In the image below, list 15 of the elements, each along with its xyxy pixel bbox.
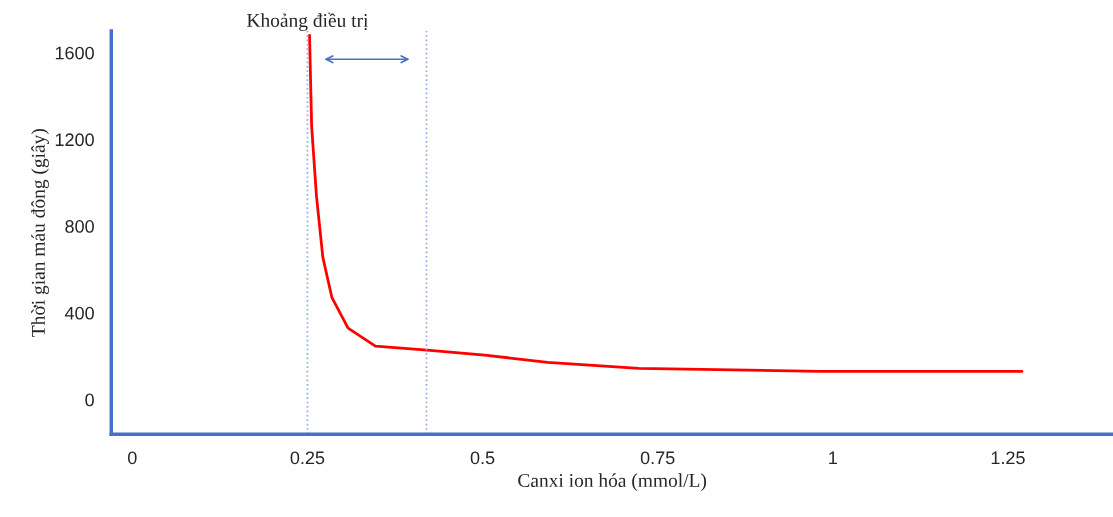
x-tick-label: 0.75: [640, 451, 675, 465]
y-tick-label: 0: [85, 393, 94, 407]
line-series: [308, 33, 1024, 373]
y-tick-label: 1600: [55, 46, 94, 60]
annotation: Khoảng điều trị: [246, 12, 369, 32]
x-tick-label: 0.5: [470, 451, 495, 465]
x-tick-label: 1: [829, 451, 837, 465]
x-tick-label: 1.25: [991, 451, 1025, 465]
x-tick-label: 0: [128, 451, 137, 465]
y-tick-label: 400: [64, 306, 94, 320]
y-tick-label: 800: [65, 220, 94, 233]
y-axis-title: Thời gian máu đông (giây): [31, 129, 49, 337]
y-tick-label: 1200: [55, 133, 94, 147]
x-axis-title: Canxi ion hóa (mmol/L): [518, 473, 707, 491]
x-tick-label: 0.25: [290, 451, 325, 465]
